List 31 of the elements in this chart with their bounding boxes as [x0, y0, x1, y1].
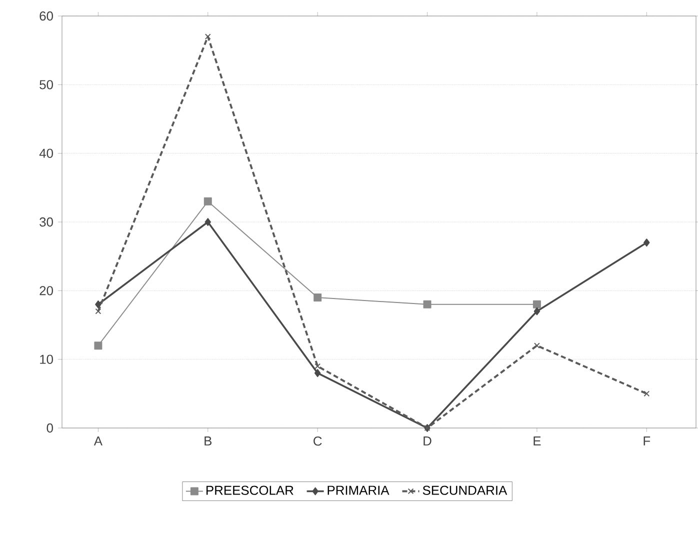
x-tick-label: D [424, 436, 432, 446]
x-tick-label: E [534, 436, 541, 446]
point [95, 308, 102, 314]
y-tick-label: 10 [40, 354, 53, 364]
legend-label: SECUNDARIA [422, 486, 508, 495]
point [314, 369, 321, 378]
point [644, 238, 650, 247]
point [534, 307, 540, 316]
y-tick-label: 50 [40, 80, 53, 90]
legend-label: PRIMARIA [328, 486, 390, 495]
y-tick-label: 60 [40, 11, 53, 21]
legend-label: PREESCOLAR [206, 486, 294, 495]
x-tick-label: B [204, 436, 212, 446]
point [534, 342, 540, 349]
y-tick-label: 0 [46, 423, 53, 433]
point [95, 300, 102, 308]
x-tick-label: F [644, 436, 650, 446]
y-tick-label: 20 [40, 286, 53, 296]
point [94, 342, 102, 350]
point [532, 300, 541, 308]
point [204, 218, 212, 226]
point [204, 197, 212, 206]
y-tick-label: 40 [39, 148, 53, 158]
point [644, 390, 650, 397]
x-tick-label: C [314, 436, 322, 446]
point [423, 300, 432, 308]
x-tick-label: A [94, 436, 102, 446]
point [204, 34, 211, 40]
y-tick-label: 30 [40, 217, 53, 227]
point [314, 294, 322, 302]
point [314, 363, 321, 370]
